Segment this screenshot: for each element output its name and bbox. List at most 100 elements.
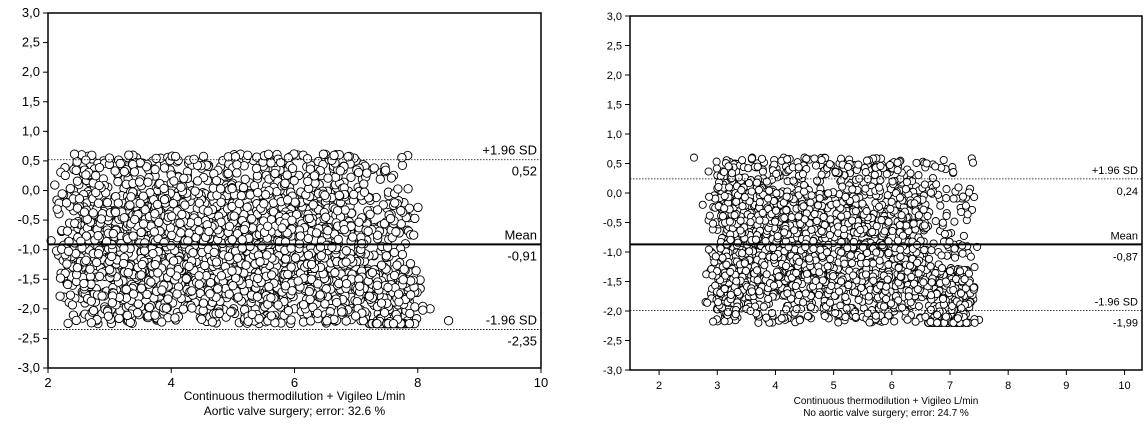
scatter-point	[161, 303, 172, 313]
scatter-point	[893, 158, 902, 167]
scatter-point	[86, 296, 96, 306]
reference-line-value: -0,91	[507, 248, 537, 263]
scatter-point	[938, 218, 947, 227]
scatter-point	[914, 269, 923, 278]
scatter-point	[198, 151, 209, 162]
scatter-point	[159, 183, 169, 194]
scatter-point	[397, 160, 408, 170]
scatter-point	[107, 298, 117, 308]
scatter-point	[723, 308, 732, 317]
scatter-point	[839, 224, 848, 234]
scatter-point	[71, 165, 81, 176]
scatter-point	[811, 161, 821, 170]
scatter-point	[194, 225, 204, 236]
scatter-point	[909, 219, 918, 228]
scatter-point	[303, 250, 314, 260]
scatter-point	[888, 226, 897, 236]
scatter-point	[203, 206, 213, 216]
scatter-point	[154, 217, 164, 228]
scatter-point	[247, 214, 257, 224]
scatter-point	[63, 279, 73, 290]
reference-line-value: 0,52	[512, 164, 537, 179]
x-tick-label: 8	[414, 375, 421, 390]
scatter-point	[862, 156, 872, 165]
scatter-point	[88, 305, 99, 316]
x-tick-label: 4	[772, 380, 778, 392]
scatter-point	[129, 167, 140, 177]
scatter-point	[920, 245, 929, 255]
y-tick-label: 0,0	[607, 188, 622, 200]
y-tick-label: -2,0	[18, 301, 40, 316]
scatter-point	[726, 235, 735, 244]
scatter-point	[769, 281, 778, 290]
scatter-point	[125, 200, 135, 210]
scatter-point	[914, 211, 923, 220]
scatter-point	[283, 153, 293, 163]
scatter-point	[708, 271, 717, 280]
scatter-point	[282, 195, 293, 205]
scatter-point	[813, 176, 822, 185]
scatter-point	[313, 279, 323, 289]
scatter-point	[93, 198, 104, 208]
scatter-point	[794, 163, 803, 172]
scatter-point	[856, 253, 866, 262]
scatter-point	[854, 295, 863, 304]
scatter-point	[718, 253, 727, 262]
scatter-point	[869, 276, 878, 285]
y-tick-label: -2,5	[603, 336, 622, 348]
scatter-point	[216, 271, 227, 281]
scatter-point	[902, 177, 911, 187]
scatter-point	[825, 160, 834, 169]
scatter-point	[409, 230, 419, 240]
y-tick-label: 1,5	[22, 94, 40, 109]
scatter-point	[727, 169, 737, 178]
scatter-point	[958, 192, 968, 201]
reference-line-name: Mean	[504, 227, 537, 242]
scatter-point	[149, 227, 159, 237]
scatter-point	[763, 194, 773, 203]
scatter-point	[159, 237, 169, 248]
scatter-point	[394, 297, 404, 307]
scatter-point	[862, 207, 871, 216]
scatter-point	[792, 304, 801, 313]
scatter-point	[783, 289, 792, 298]
scatter-point	[410, 213, 420, 224]
y-tick-label: 0,5	[22, 153, 40, 168]
scatter-point	[341, 246, 351, 256]
scatter-point	[781, 261, 791, 271]
x-tick-label: 6	[291, 375, 298, 390]
scatter-point	[157, 317, 167, 327]
scatter-point	[736, 226, 745, 235]
scatter-point	[148, 248, 158, 259]
y-tick-label: 2,5	[22, 35, 40, 50]
scatter-point	[780, 213, 789, 222]
scatter-point	[223, 168, 233, 179]
scatter-point	[848, 185, 857, 194]
scatter-point	[287, 286, 297, 296]
chart-panel-2: 3,02,52,01,51,00,50,0-0,5-1,0-1,5-2,0-2,…	[603, 11, 1143, 419]
scatter-point	[726, 267, 735, 276]
scatter-point	[383, 282, 393, 293]
scatter-point	[752, 266, 762, 275]
scatter-point	[835, 287, 844, 296]
scatter-point	[883, 191, 892, 200]
scatter-point	[259, 199, 269, 209]
scatter-point	[96, 214, 106, 224]
scatter-point	[837, 248, 846, 257]
scatter-point	[732, 197, 741, 206]
scatter-point	[768, 243, 778, 253]
scatter-point	[970, 318, 979, 327]
reference-line-value: -2,35	[507, 334, 537, 349]
y-tick-label: -1,5	[18, 271, 40, 286]
scatter-point	[136, 270, 146, 280]
scatter-point	[722, 260, 731, 269]
scatter-point	[884, 260, 893, 269]
scatter-point	[895, 220, 904, 230]
scatter-point	[896, 252, 905, 261]
scatter-point	[372, 205, 383, 215]
scatter-point	[806, 198, 815, 207]
scatter-point	[720, 204, 729, 213]
scatter-point	[293, 276, 303, 286]
scatter-point	[807, 225, 816, 234]
scatter-point	[919, 278, 928, 287]
